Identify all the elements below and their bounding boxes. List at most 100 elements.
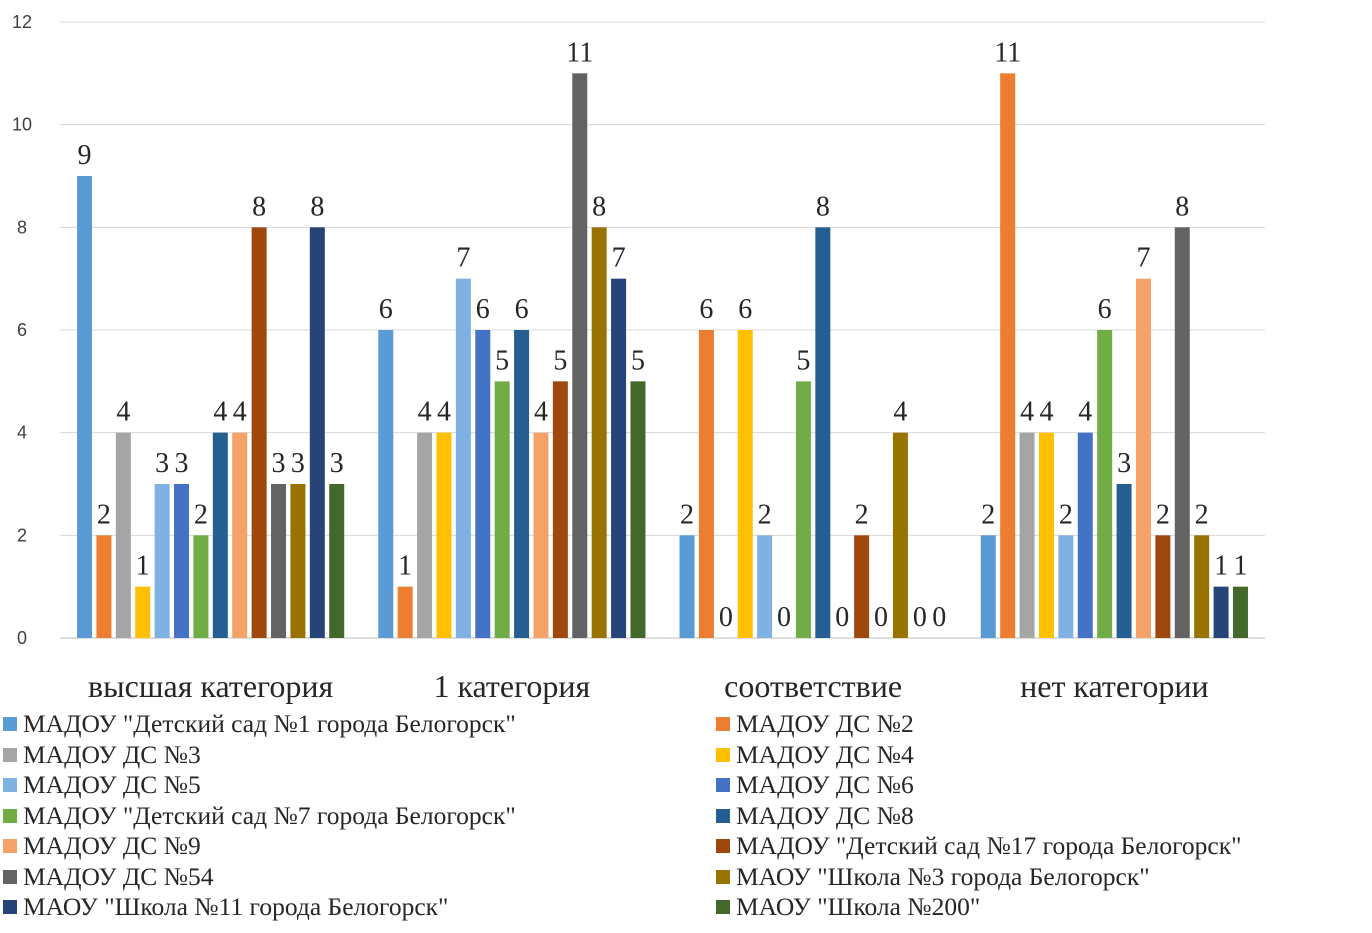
legend-label: МАДОУ "Детский сад №1 города Белогорск" — [23, 709, 516, 738]
bar — [980, 535, 996, 638]
data-label: 3 — [175, 448, 189, 479]
data-label: 2 — [97, 499, 111, 530]
data-label: 3 — [155, 448, 169, 479]
legend-swatch — [3, 747, 17, 762]
bar — [329, 484, 345, 638]
y-tick-label: 2 — [17, 525, 27, 545]
data-label: 2 — [1156, 499, 1170, 530]
legend-item: МАДОУ ДС №2 — [716, 710, 914, 738]
bar — [436, 432, 452, 638]
legend-item: МАДОУ "Детский сад №17 города Белогорск" — [716, 832, 1242, 860]
legend-swatch — [716, 808, 730, 823]
y-tick-label: 0 — [17, 628, 27, 648]
data-label: 2 — [855, 499, 869, 530]
bar — [1232, 586, 1248, 638]
bar — [1194, 535, 1210, 638]
bar — [815, 227, 831, 639]
bar — [96, 535, 112, 638]
data-label: 0 — [777, 602, 791, 633]
legend-item: МАОУ "Школа №11 города Белогорск" — [3, 893, 448, 921]
bar — [795, 381, 811, 638]
data-label: 6 — [1098, 294, 1112, 325]
bar — [378, 330, 394, 638]
data-label: 2 — [680, 499, 694, 530]
legend-label: МАДОУ "Детский сад №17 города Белогорск" — [736, 831, 1242, 860]
legend-label: МАОУ "Школа №11 города Белогорск" — [23, 892, 449, 921]
legend-swatch — [3, 900, 17, 914]
data-label: 5 — [495, 345, 509, 376]
data-label: 8 — [592, 191, 606, 222]
legend-label: МАДОУ ДС №5 — [23, 770, 201, 799]
legend-item: МАДОУ ДС №9 — [3, 832, 201, 860]
legend-label: МАДОУ ДС №6 — [736, 770, 914, 799]
data-label: 8 — [816, 191, 830, 222]
bar — [591, 227, 607, 639]
data-label: 4 — [116, 397, 130, 428]
y-tick-label: 10 — [12, 115, 32, 135]
category-label: нет категории — [1020, 668, 1209, 704]
bar — [417, 432, 433, 638]
y-tick-label: 6 — [17, 320, 27, 340]
bar — [494, 381, 510, 638]
data-label: 11 — [994, 37, 1021, 68]
data-label: 4 — [893, 397, 907, 428]
bar — [1097, 330, 1113, 638]
bar — [552, 381, 568, 638]
data-label: 2 — [981, 499, 995, 530]
legend-item: МАДОУ ДС №6 — [716, 771, 914, 799]
data-label: 3 — [272, 448, 286, 479]
data-label: 1 — [1214, 551, 1228, 582]
bar — [630, 381, 646, 638]
data-label: 6 — [379, 294, 393, 325]
legend-swatch — [3, 839, 17, 853]
data-label: 0 — [835, 602, 849, 633]
category-label: соответствие — [724, 668, 902, 704]
data-label: 1 — [398, 551, 412, 582]
legend-swatch — [716, 778, 730, 792]
bar — [1019, 432, 1035, 638]
data-label: 9 — [78, 140, 92, 171]
legend-label: МАОУ "Школа №3 города Белогорск" — [736, 861, 1150, 891]
bar — [1058, 535, 1074, 638]
bar — [309, 227, 325, 639]
legend-swatch — [3, 778, 17, 792]
data-label: 6 — [699, 294, 713, 325]
legend-swatch — [716, 717, 730, 731]
legend-swatch — [3, 808, 17, 823]
bar — [1155, 535, 1171, 638]
data-label: 8 — [310, 191, 324, 222]
legend-item: МАОУ "Школа №200" — [716, 893, 980, 921]
bar — [154, 484, 170, 638]
y-tick-label: 4 — [17, 423, 27, 443]
bar — [572, 73, 588, 639]
bar — [251, 227, 267, 639]
bar — [115, 432, 131, 638]
bar — [455, 278, 471, 638]
legend-item: МАДОУ ДС №4 — [716, 740, 914, 769]
data-label: 6 — [476, 294, 490, 325]
legend-label: МАДОУ ДС №9 — [23, 831, 201, 860]
data-label: 4 — [418, 397, 432, 428]
data-label: 7 — [612, 243, 626, 274]
legend-label: МАДОУ ДС №2 — [736, 709, 914, 738]
y-axis-ticks: 0 2 4 6 8 10 12 — [12, 12, 32, 648]
data-label: 2 — [194, 499, 208, 530]
data-label: 5 — [553, 345, 567, 376]
bar — [271, 484, 287, 638]
bar — [854, 535, 870, 638]
bar — [1116, 484, 1132, 638]
legend: МАДОУ "Детский сад №1 города Белогорск" М… — [0, 708, 1372, 933]
legend-item: МАДОУ ДС №5 — [3, 771, 201, 799]
data-label: 4 — [534, 397, 548, 428]
legend-swatch — [716, 869, 730, 884]
bar — [475, 330, 491, 638]
bar — [698, 330, 714, 638]
y-tick-label: 12 — [12, 12, 32, 32]
legend-label: МАДОУ ДС №8 — [736, 800, 914, 830]
data-label: 6 — [738, 294, 752, 325]
legend-swatch — [3, 869, 17, 884]
data-label: 4 — [1039, 397, 1053, 428]
data-label: 3 — [1117, 448, 1131, 479]
